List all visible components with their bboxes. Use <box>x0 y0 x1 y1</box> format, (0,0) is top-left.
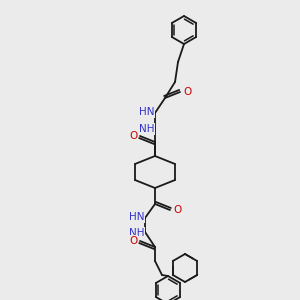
Text: NH: NH <box>139 124 154 134</box>
Text: O: O <box>183 87 191 97</box>
Text: HN: HN <box>139 107 154 117</box>
Text: O: O <box>129 236 137 246</box>
Text: O: O <box>173 205 181 215</box>
Text: HN: HN <box>128 212 144 222</box>
Text: NH: NH <box>128 228 144 238</box>
Text: O: O <box>129 131 137 141</box>
